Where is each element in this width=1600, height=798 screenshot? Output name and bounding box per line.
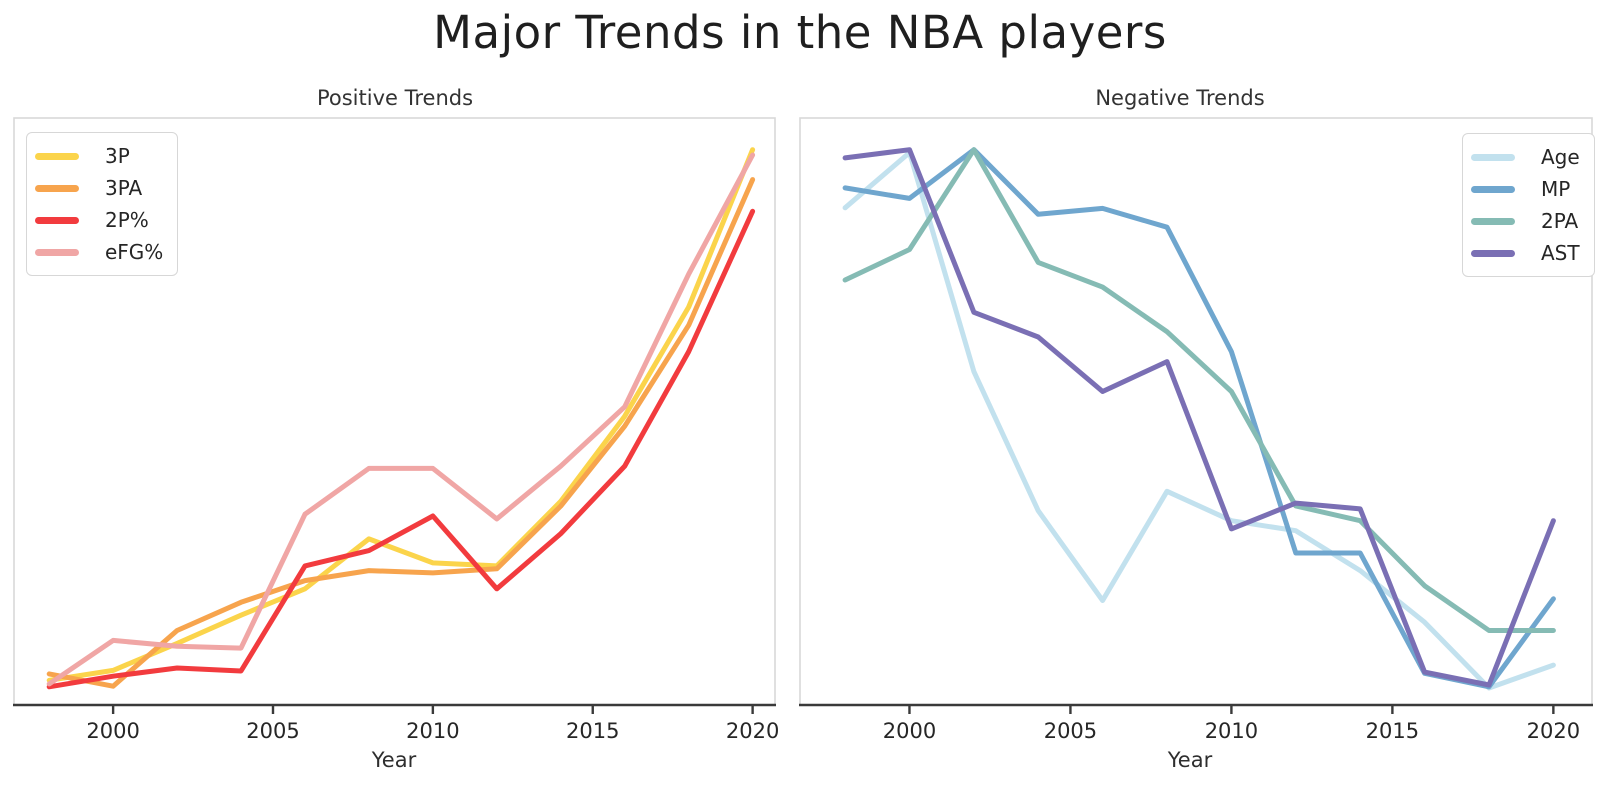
series-line-3p <box>46 147 756 683</box>
legend-swatch-icon <box>1471 153 1515 161</box>
legend-item-efg: eFG% <box>35 236 163 268</box>
x-tick-label: 2010 <box>406 719 459 743</box>
series-line-age <box>842 150 1556 691</box>
positive-legend: 3P 3PA 2P% eFG% <box>26 132 179 276</box>
series-line-efg <box>46 152 756 687</box>
legend-item-2p: 2P% <box>35 204 163 236</box>
positive-plot-title: Positive Trends <box>316 86 474 110</box>
x-tick-label: 2015 <box>566 719 619 743</box>
legend-label: Age <box>1541 145 1580 169</box>
legend-label: MP <box>1541 177 1571 201</box>
legend-item-3pa: 3PA <box>35 172 163 204</box>
series-line-2pa <box>842 147 1556 633</box>
legend-item-3p: 3P <box>35 140 163 172</box>
legend-item-ast: AST <box>1471 237 1580 269</box>
x-tick-label: 2005 <box>1044 719 1097 743</box>
legend-label: 3P <box>105 144 130 168</box>
x-tick-label: 2020 <box>1527 719 1580 743</box>
series-line-ast <box>842 147 1556 688</box>
legend-swatch-icon <box>35 184 79 192</box>
legend-label: 2P% <box>105 208 149 232</box>
positive-xaxis-label: Year <box>371 748 417 772</box>
x-tick-label: 2010 <box>1205 719 1258 743</box>
negative-legend: Age MP 2PA AST <box>1462 133 1595 277</box>
legend-item-2pa: 2PA <box>1471 205 1580 237</box>
x-tick-label: 2005 <box>246 719 299 743</box>
x-tick-label: 2015 <box>1366 719 1419 743</box>
legend-item-age: Age <box>1471 141 1580 173</box>
legend-label: 3PA <box>105 176 143 200</box>
series-line-mp <box>842 147 1556 690</box>
legend-swatch-icon <box>1471 249 1515 257</box>
negative-xaxis-label: Year <box>1167 748 1213 772</box>
legend-swatch-icon <box>1471 217 1515 225</box>
series-line-3pa <box>46 177 756 689</box>
x-tick-label: 2000 <box>883 719 936 743</box>
legend-label: eFG% <box>105 240 164 264</box>
figure-title: Major Trends in the NBA players <box>433 6 1167 59</box>
x-tick-label: 2020 <box>726 719 779 743</box>
negative-plot-title: Negative Trends <box>1095 86 1265 110</box>
legend-label: 2PA <box>1541 209 1579 233</box>
legend-swatch-icon <box>1471 185 1515 193</box>
legend-swatch-icon <box>35 248 79 256</box>
legend-swatch-icon <box>35 152 79 160</box>
x-tick-label: 2000 <box>86 719 139 743</box>
legend-item-mp: MP <box>1471 173 1580 205</box>
series-line-2p <box>46 208 756 690</box>
legend-label: AST <box>1541 241 1580 265</box>
legend-swatch-icon <box>35 216 79 224</box>
